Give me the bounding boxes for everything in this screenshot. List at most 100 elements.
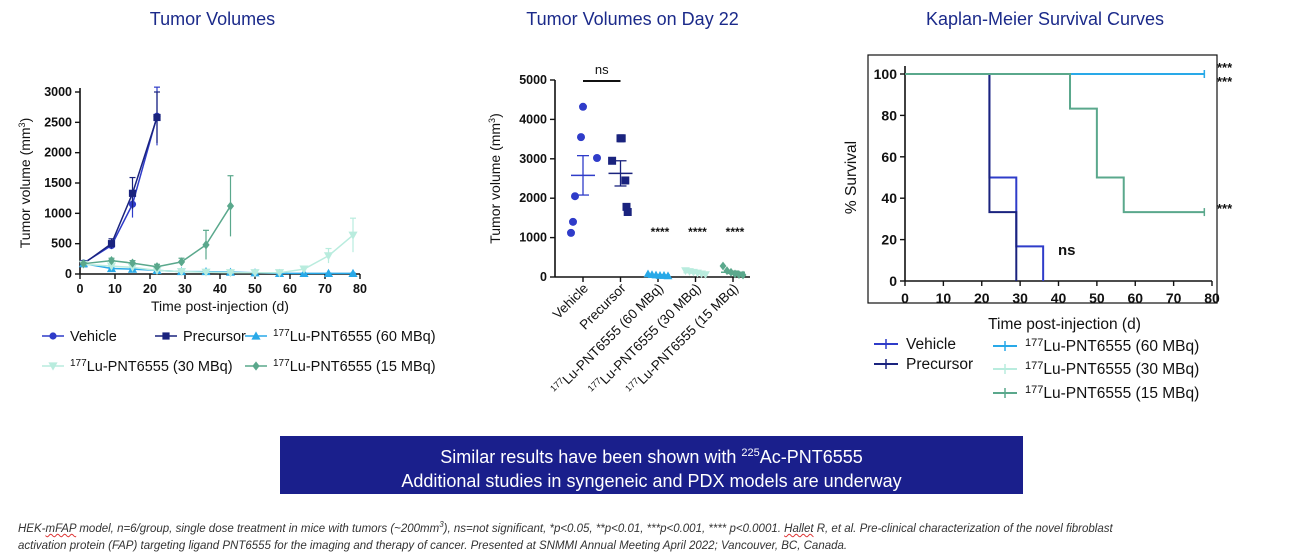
p1-xtick-label: 20 <box>143 282 157 296</box>
p1-series-line-lu15 <box>83 205 232 268</box>
p2-point-vehicle <box>593 154 601 163</box>
p2-point-vehicle <box>567 228 575 237</box>
p1-point-lu15 <box>202 240 210 250</box>
p1-legend-label-lu15-sup: 177 <box>273 358 290 369</box>
p1-point-lu60 <box>348 268 358 277</box>
p1-legend-label-precursor: Precursor <box>183 329 246 345</box>
p2-significance: **** <box>726 225 745 239</box>
p3-legend-label-lu30: 177Lu-PNT6555 (30 MBq) <box>1025 360 1199 378</box>
p3-xtick-label: 60 <box>1127 290 1143 306</box>
p1-ytick-label: 2500 <box>44 115 72 129</box>
p2-point-precursor <box>617 134 626 143</box>
p1-xtick-label: 80 <box>353 282 367 296</box>
p3-xtick-label: 30 <box>1012 290 1028 306</box>
p2-significance: **** <box>651 225 670 239</box>
banner-line1-sup: 225 <box>741 447 760 459</box>
p3-legend-label-precursor: Precursor <box>906 356 973 373</box>
p1-ytick-label: 500 <box>51 237 72 251</box>
p3-curve-lu15 <box>905 73 1205 214</box>
p2-ytick-label: 0 <box>540 270 547 284</box>
p1-legend-label-lu60: 177Lu-PNT6555 (60 MBq) <box>273 328 436 345</box>
p1-point-lu60 <box>323 268 334 277</box>
p3-legend-label-lu15: 177Lu-PNT6555 (15 MBq) <box>1025 384 1199 402</box>
p1-legend-label-lu30-main: Lu-PNT6555 (30 MBq) <box>87 359 233 375</box>
footnote-model: mFAP <box>45 522 77 535</box>
p1-legend-label-lu15-main: Lu-PNT6555 (15 MBq) <box>290 359 436 375</box>
p3-y-axis-label: % Survival <box>843 141 860 214</box>
footnote-b: model, n=6/group, single dose treatment … <box>76 522 440 535</box>
p1-point-lu15 <box>226 201 235 211</box>
p1-point-lu30 <box>225 269 236 278</box>
p3-legend-label-lu30-main: Lu-PNT6555 (30 MBq) <box>1043 361 1199 378</box>
p1-point-lu30 <box>176 267 187 277</box>
p3-curve-vehicle <box>905 73 1045 281</box>
p1-point-lu30 <box>323 252 334 261</box>
p1-legend-label-lu30: 177Lu-PNT6555 (30 MBq) <box>70 358 233 375</box>
p2-ylabel-end: ) <box>487 113 503 118</box>
p3-ytick-label: 100 <box>874 66 898 82</box>
p3-legend-label-lu15-main: Lu-PNT6555 (15 MBq) <box>1043 385 1199 402</box>
p2-ytick-label: 4000 <box>519 112 547 126</box>
p1-xtick-label: 70 <box>318 282 332 296</box>
p1-point-lu30 <box>106 262 117 271</box>
p1-y-axis-label: Tumor volume (mm3) <box>17 118 33 249</box>
footnote: HEK-mFAP model, n=6/group, single dose t… <box>18 516 1298 555</box>
p1-ytick-label: 0 <box>65 267 72 281</box>
p3-xtick-label: 80 <box>1204 290 1220 306</box>
p3-ytick-label: 20 <box>881 232 897 248</box>
p2-ns-label: ns <box>595 62 609 77</box>
footnote-c: ), ns=not significant, *p<0.05, **p<0.01… <box>443 522 785 535</box>
p3-x-axis-label: Time post-injection (d) <box>988 316 1141 333</box>
p1-ytick-label: 1500 <box>44 176 72 190</box>
p1-point-lu15 <box>128 258 137 268</box>
p3-legend-label-lu30-sup: 177 <box>1025 360 1043 372</box>
p2-point-vehicle <box>579 102 587 111</box>
p2-ytick-label: 2000 <box>519 191 547 205</box>
p1-point-precursor <box>153 113 161 122</box>
p1-legend-label-lu15: 177Lu-PNT6555 (15 MBq) <box>273 358 436 375</box>
p3-legend-label-lu15-sup: 177 <box>1025 384 1043 396</box>
p3-sig-annotation: *** <box>1217 74 1233 89</box>
p1-x-axis-label: Time post-injection (d) <box>151 298 289 314</box>
footnote-line2: activation protein (FAP) targeting ligan… <box>18 539 848 552</box>
p3-sig-annotation: *** <box>1217 60 1233 75</box>
p3-xtick-label: 10 <box>936 290 952 306</box>
p1-legend-marker-lu30 <box>48 362 58 371</box>
p2-ytick-label: 5000 <box>519 73 547 87</box>
p1-legend-marker-lu15 <box>252 361 260 371</box>
p3-ytick-label: 80 <box>881 107 897 123</box>
p1-point-lu15 <box>79 259 88 269</box>
tumor-volumes-title: Tumor Volumes <box>149 9 276 29</box>
p1-legend-label-lu60-sup: 177 <box>273 328 290 339</box>
p1-ylabel-sup: 3 <box>17 122 27 127</box>
results-banner: Similar results have been shown with 225… <box>280 436 1023 494</box>
p1-xtick-label: 50 <box>248 282 262 296</box>
p1-ytick-label: 3000 <box>44 85 72 99</box>
footnote-sup: 3 <box>439 520 444 529</box>
p2-ytick-label: 1000 <box>519 231 547 245</box>
p1-ylabel-main: Tumor volume (mm <box>17 127 33 248</box>
p1-series-line-precursor <box>83 117 158 265</box>
p1-point-lu30 <box>127 263 138 272</box>
p1-ytick-label: 2000 <box>44 146 72 160</box>
p3-legend-label-lu60: 177Lu-PNT6555 (60 MBq) <box>1025 337 1199 355</box>
p1-ylabel-end: ) <box>17 118 33 123</box>
p1-point-lu30 <box>274 269 285 278</box>
p1-legend-label-vehicle: Vehicle <box>70 329 117 345</box>
p2-ylabel-sup: 3 <box>487 118 497 123</box>
footnote-d: R, et al. Pre-clinical characterization … <box>813 522 1113 535</box>
p2-point-precursor <box>622 202 631 211</box>
p1-point-lu30 <box>299 265 309 274</box>
p2-ytick-label: 3000 <box>519 152 547 166</box>
p1-ytick-label: 1000 <box>44 206 72 220</box>
p1-point-lu15 <box>107 256 116 266</box>
p3-ytick-label: 40 <box>881 190 897 206</box>
p2-point-lu15 <box>719 261 727 271</box>
p3-xtick-label: 0 <box>901 290 909 306</box>
day22-title: Tumor Volumes on Day 22 <box>526 9 739 29</box>
p1-point-precursor <box>107 240 116 248</box>
p2-ylabel-main: Tumor volume (mm <box>487 123 503 244</box>
p1-xtick-label: 0 <box>77 282 84 296</box>
p1-legend-label-lu30-sup: 177 <box>70 358 87 369</box>
